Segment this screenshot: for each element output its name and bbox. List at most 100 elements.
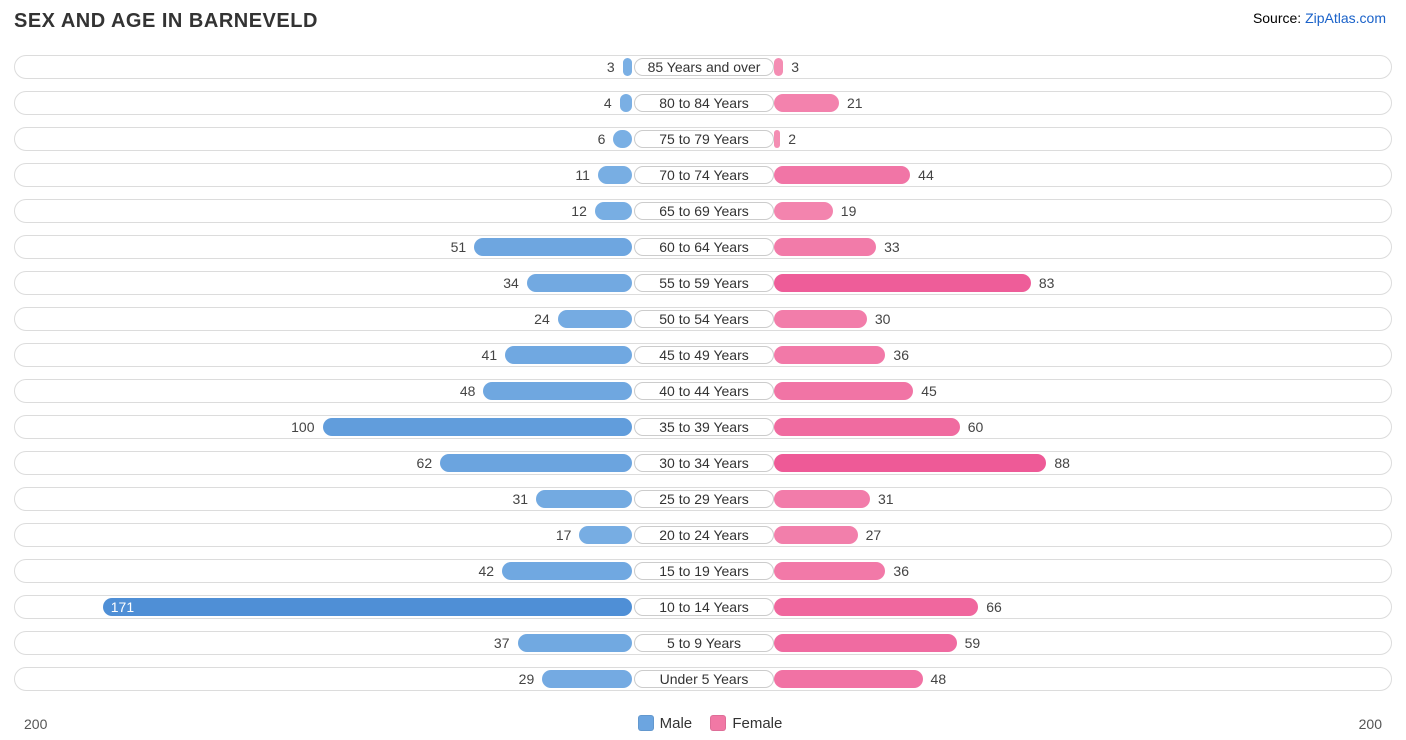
category-pill: 40 to 44 Years — [634, 382, 774, 400]
bar-male — [598, 166, 632, 184]
value-label-male: 37 — [486, 632, 518, 654]
value-label-female: 60 — [960, 416, 992, 438]
value-label-female: 83 — [1031, 272, 1063, 294]
chart-row-track: 348355 to 59 Years — [14, 271, 1392, 295]
bar-female — [774, 454, 1046, 472]
value-label-male: 41 — [474, 344, 506, 366]
value-label-female: 36 — [885, 344, 917, 366]
legend-label-male: Male — [660, 715, 693, 732]
bar-female — [774, 382, 913, 400]
legend-label-female: Female — [732, 715, 782, 732]
bar-male — [613, 130, 632, 148]
chart-row-track: 41 36 45 to 49 Years — [14, 343, 1392, 367]
value-label-female: 66 — [978, 596, 1010, 618]
category-pill: 30 to 34 Years — [634, 454, 774, 472]
value-label-male: 3 — [599, 56, 623, 78]
category-pill: 20 to 24 Years — [634, 526, 774, 544]
category-pill: 10 to 14 Years — [634, 598, 774, 616]
bar-female — [774, 166, 910, 184]
value-label-female: 44 — [910, 164, 942, 186]
value-label-female: 88 — [1046, 452, 1078, 474]
category-pill: 65 to 69 Years — [634, 202, 774, 220]
header: SEX AND AGE IN BARNEVELD Source: ZipAtla… — [0, 0, 1406, 33]
chart-row-track: 11 44 70 to 74 Years — [14, 163, 1392, 187]
chart-row-track: 31 31 25 to 29 Years — [14, 487, 1392, 511]
category-pill: 80 to 84 Years — [634, 94, 774, 112]
value-label-female: 2 — [780, 128, 804, 150]
value-label-male: 6 — [590, 128, 614, 150]
bar-female — [774, 670, 923, 688]
bar-male — [595, 202, 632, 220]
value-label-female: 30 — [867, 308, 899, 330]
legend: Male Female — [14, 715, 1392, 732]
source-link[interactable]: ZipAtlas.com — [1305, 10, 1386, 26]
value-label-male: 51 — [443, 236, 475, 258]
bar-male — [620, 94, 632, 112]
bar-male — [558, 310, 632, 328]
bar-male — [542, 670, 632, 688]
chart-row-track: 6 2 75 to 79 Years — [14, 127, 1392, 151]
chart-row-track: 513360 to 64 Years — [14, 235, 1392, 259]
bar-female — [774, 94, 839, 112]
value-label-female: 45 — [913, 380, 945, 402]
value-label-female: 3 — [783, 56, 807, 78]
chart-row-track: 62 88 30 to 34 Years — [14, 451, 1392, 475]
bar-female — [774, 274, 1031, 292]
category-pill: 75 to 79 Years — [634, 130, 774, 148]
category-pill: 85 Years and over — [634, 58, 774, 76]
category-pill: 70 to 74 Years — [634, 166, 774, 184]
chart-row-track: 48 45 40 to 44 Years — [14, 379, 1392, 403]
value-label-female: 59 — [957, 632, 989, 654]
bar-female — [774, 490, 870, 508]
bar-male — [536, 490, 632, 508]
bar-male — [483, 382, 632, 400]
bar-female — [774, 598, 978, 616]
value-label-female: 27 — [858, 524, 890, 546]
chart-row-track: 4 21 80 to 84 Years — [14, 91, 1392, 115]
bar-male — [323, 418, 633, 436]
legend-swatch-male — [638, 715, 654, 731]
category-pill: 45 to 49 Years — [634, 346, 774, 364]
value-label-female: 19 — [833, 200, 865, 222]
value-label-female: 36 — [885, 560, 917, 582]
category-pill: 55 to 59 Years — [634, 274, 774, 292]
chart-title: SEX AND AGE IN BARNEVELD — [14, 10, 318, 33]
bar-male — [527, 274, 632, 292]
value-label-male: 42 — [470, 560, 502, 582]
bar-male — [623, 58, 632, 76]
bar-male — [579, 526, 632, 544]
chart-row-track: 3 3 85 Years and over — [14, 55, 1392, 79]
value-label-male: 12 — [563, 200, 595, 222]
bar-male — [502, 562, 632, 580]
chart-row-track: 171 66 10 to 14 Years — [14, 595, 1392, 619]
value-label-male: 11 — [567, 164, 598, 186]
bar-female — [774, 418, 960, 436]
value-label-male: 17 — [548, 524, 580, 546]
chart-footer: 200 200 Male Female — [14, 708, 1392, 732]
value-label-male: 62 — [409, 452, 441, 474]
category-pill: 50 to 54 Years — [634, 310, 774, 328]
category-pill: 15 to 19 Years — [634, 562, 774, 580]
source-prefix: Source: — [1253, 10, 1305, 26]
value-label-male: 31 — [504, 488, 536, 510]
legend-swatch-female — [710, 715, 726, 731]
chart-plot-area: 3385 Years and over42180 to 84 Years6275… — [14, 55, 1392, 700]
value-label-male: 4 — [596, 92, 620, 114]
category-pill: 60 to 64 Years — [634, 238, 774, 256]
value-label-female: 48 — [923, 668, 955, 690]
source-attribution: Source: ZipAtlas.com — [1253, 10, 1386, 26]
chart-row-track: 12 19 65 to 69 Years — [14, 199, 1392, 223]
chart-row-track: 42 36 15 to 19 Years — [14, 559, 1392, 583]
chart-row-track: 37595 to 9 Years — [14, 631, 1392, 655]
chart-row-track: 2948Under 5 Years — [14, 667, 1392, 691]
category-pill: 25 to 29 Years — [634, 490, 774, 508]
value-label-male: 171 — [103, 599, 142, 615]
value-label-female: 31 — [870, 488, 902, 510]
chart-row-track: 243050 to 54 Years — [14, 307, 1392, 331]
bar-male — [440, 454, 632, 472]
bar-female — [774, 526, 858, 544]
value-label-male: 48 — [452, 380, 484, 402]
bar-female — [774, 58, 783, 76]
value-label-female: 21 — [839, 92, 871, 114]
bar-female — [774, 238, 876, 256]
